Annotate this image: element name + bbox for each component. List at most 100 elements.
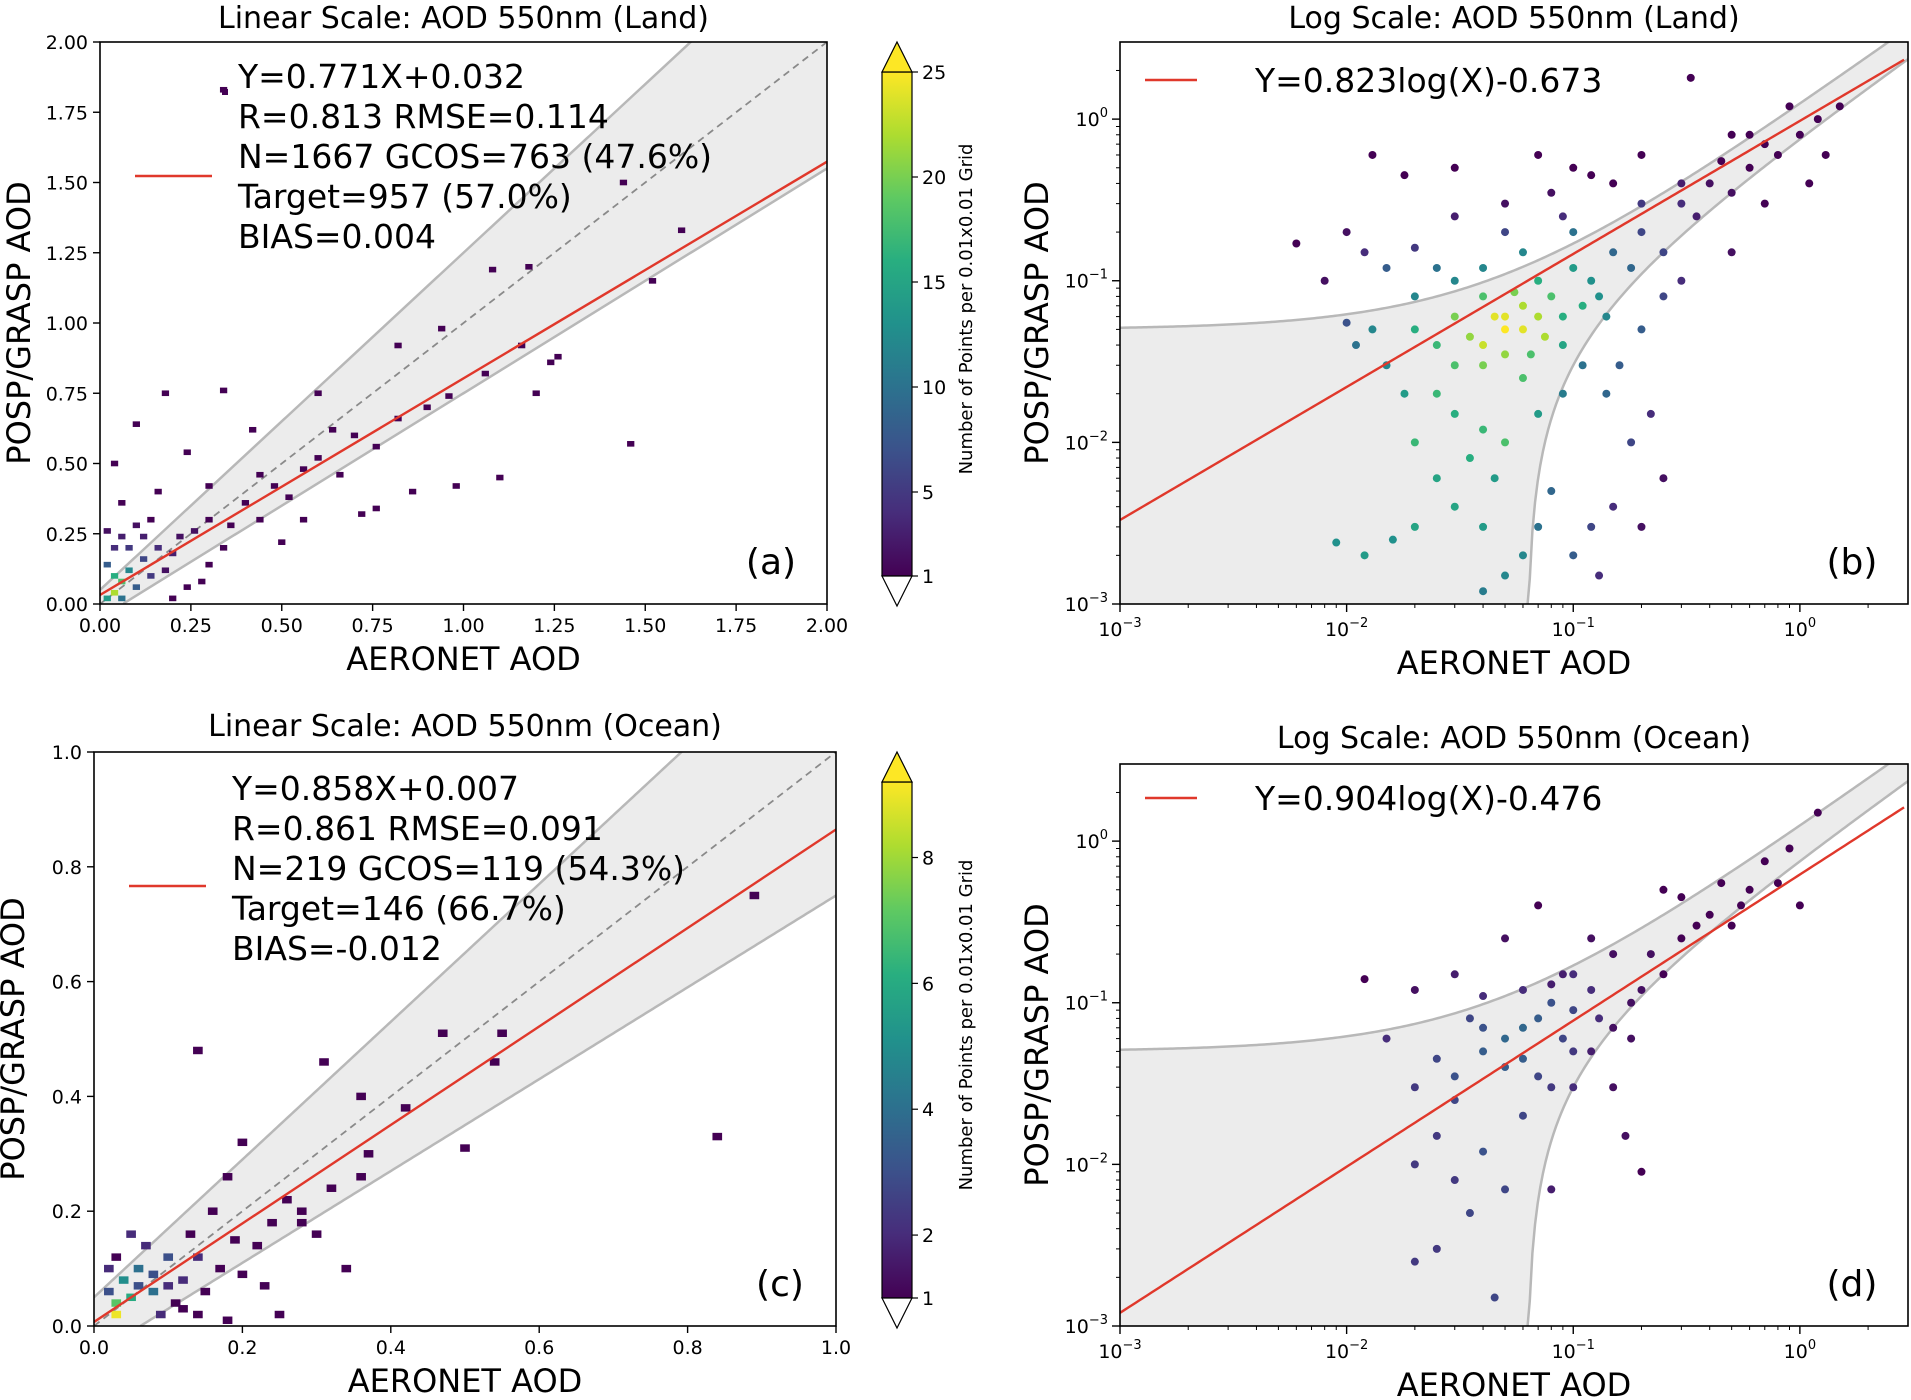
plot-area-a — [100, 42, 827, 604]
y-axis-label-d: POSP/GRASP AOD — [1018, 903, 1056, 1186]
heatmap-cell — [161, 567, 170, 574]
scatter-point — [1352, 341, 1361, 350]
envelope-upper-d — [1120, 764, 1891, 1051]
heatmap-cell — [139, 533, 148, 540]
scatter-point — [1450, 409, 1459, 418]
heatmap-cell — [518, 342, 526, 349]
x-tick-label: 0.50 — [261, 615, 303, 637]
colorbar-tick-label: 25 — [922, 62, 946, 84]
envelope-upper-a — [100, 42, 693, 591]
y-tick-label: 1.0 — [52, 742, 82, 764]
scatter-point — [1465, 1209, 1474, 1218]
scatter-point — [1450, 1176, 1459, 1185]
heatmap-cell — [133, 1264, 144, 1273]
envelope-lower-c — [139, 894, 836, 1326]
colorbar-extend-min — [881, 1297, 913, 1330]
scatter-point — [1569, 1006, 1578, 1015]
heatmap-cell — [132, 584, 140, 590]
heatmap-cell — [110, 460, 119, 467]
heatmap-cell — [627, 441, 635, 447]
x-tick-label: 100 — [1784, 1338, 1816, 1363]
scatter-point — [1501, 228, 1510, 237]
y-axis-label-a: POSP/GRASP AOD — [0, 181, 38, 464]
panel-b: 10−310−3 10−2 10−2 10−1 10−1 100 100 Log Scale:… — [1018, 1, 1909, 682]
scatter-point — [1410, 522, 1419, 531]
heatmap-cell — [110, 544, 119, 551]
heatmap-cell — [249, 426, 257, 433]
heatmap-cell — [274, 1310, 285, 1319]
stats-line: Y=0.858X+0.007 — [231, 769, 519, 808]
heatmap-cell — [408, 488, 417, 495]
scatter-point — [1342, 318, 1351, 327]
heatmap-cell — [193, 1253, 203, 1261]
heatmap-cell — [400, 1104, 411, 1112]
scatter-point — [1534, 276, 1543, 285]
scatter-point — [1659, 248, 1668, 257]
scatter-point — [1558, 341, 1567, 350]
scatter-point — [1745, 885, 1754, 894]
heatmap-cell — [193, 1046, 203, 1055]
y-tick-label: 0.4 — [52, 1086, 82, 1108]
scatter-point — [1465, 454, 1474, 463]
heatmap-cell — [111, 1253, 122, 1261]
scatter-point — [1479, 992, 1488, 1001]
x-tick-label: 1.50 — [624, 615, 666, 637]
heatmap-cell — [237, 1138, 248, 1147]
one-to-one-line-c — [94, 752, 836, 1326]
scatter-point — [1637, 985, 1646, 994]
scatter-point — [1547, 998, 1556, 1007]
scatter-point — [1785, 844, 1794, 853]
heatmap-cell — [139, 556, 148, 562]
colorbar-extend-min — [881, 575, 913, 608]
heatmap-cell — [125, 567, 133, 574]
heatmap-cell — [111, 1310, 122, 1319]
heatmap-cell — [132, 522, 140, 529]
heatmap-cell — [270, 483, 279, 489]
heatmap-cell — [554, 353, 562, 360]
x-tick-label: 0.00 — [79, 615, 121, 637]
y-tick-label: 10−3 — [1065, 591, 1108, 616]
scatter-point — [1609, 950, 1618, 959]
scatter-point — [1813, 115, 1822, 124]
heatmap-cell — [222, 1316, 233, 1324]
y-tick-label: 0.0 — [52, 1316, 82, 1338]
y-tick-label: 100 — [1076, 828, 1108, 853]
scatter-point — [1410, 292, 1419, 301]
scatter-point — [1835, 102, 1844, 111]
scatter-point — [1587, 276, 1596, 285]
scatter-point — [1637, 150, 1646, 159]
heatmap-cell — [372, 505, 380, 512]
heatmap-cell — [489, 1058, 500, 1066]
scatter-point — [1760, 199, 1769, 208]
scatter-point — [1705, 179, 1714, 188]
scatter-point — [1813, 808, 1822, 817]
heatmap-cell — [677, 227, 686, 234]
scatter-point — [1773, 879, 1782, 888]
scatter-point — [1479, 1023, 1488, 1032]
chart-title-c: Linear Scale: AOD 550nm (Ocean) — [208, 709, 722, 744]
colorbar-c — [881, 781, 913, 1299]
heatmap-cell — [111, 1299, 122, 1307]
x-tick-label: 0.2 — [227, 1337, 257, 1359]
scatter-point — [1501, 934, 1510, 943]
regression-line-b — [1120, 58, 1905, 522]
axes-frame-d — [1119, 763, 1909, 1327]
scatter-point — [1432, 1131, 1441, 1140]
heatmap-cell — [525, 263, 533, 270]
panel-label-c: (c) — [756, 1264, 804, 1305]
stats-line: BIAS=-0.012 — [232, 929, 442, 968]
x-tick-label: 1.00 — [442, 615, 484, 637]
colorbar-extend-max — [881, 750, 913, 783]
scatter-point — [1518, 1054, 1527, 1063]
scatter-point — [1795, 130, 1804, 139]
y-tick-label: 0.50 — [46, 454, 88, 476]
scatter-point — [1727, 248, 1736, 257]
scatter-point — [1595, 292, 1604, 301]
heatmap-cell — [205, 516, 213, 523]
panel-label-d: (d) — [1827, 1264, 1878, 1305]
heatmap-cell — [222, 1173, 233, 1181]
colorbar-tick-label: 1 — [922, 566, 934, 588]
colorbar-tick-label: 1 — [922, 1288, 934, 1310]
scatter-point — [1587, 522, 1596, 531]
